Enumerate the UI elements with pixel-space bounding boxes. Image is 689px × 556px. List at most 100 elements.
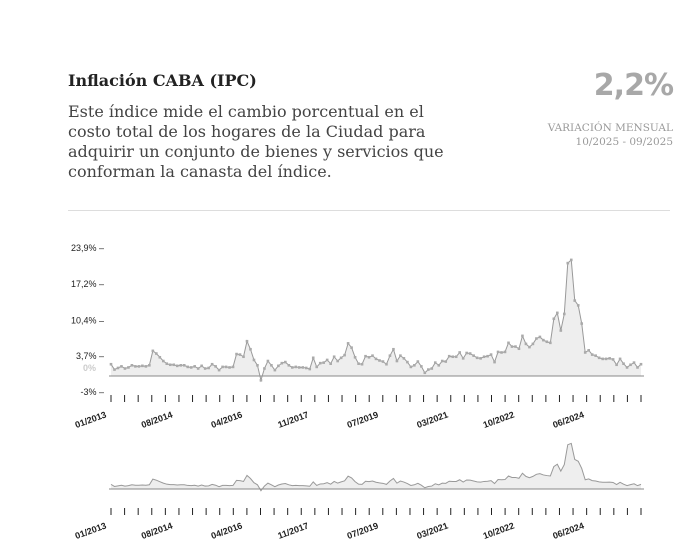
data-point (200, 364, 203, 368)
data-point (580, 322, 584, 325)
data-point (514, 345, 517, 348)
data-point (120, 365, 123, 368)
data-point (576, 304, 580, 307)
x-tick-label: 07/2019 (346, 409, 380, 430)
chart-title: Inflación CABA (IPC) (68, 71, 257, 90)
data-point (273, 368, 277, 372)
data-point (294, 365, 298, 369)
data-point (325, 358, 329, 362)
data-point (193, 365, 196, 368)
data-point (252, 358, 256, 362)
data-point (420, 365, 423, 368)
data-point (535, 337, 538, 340)
data-point (587, 349, 590, 352)
data-point (315, 365, 319, 369)
data-point (566, 261, 570, 265)
data-point (189, 366, 193, 369)
data-point (402, 357, 406, 360)
data-point (336, 359, 339, 363)
x-tick-label: 11/2017 (276, 409, 310, 429)
data-point (573, 299, 577, 302)
data-point (503, 350, 507, 354)
data-point (360, 362, 364, 366)
data-point (284, 360, 287, 364)
data-point (632, 361, 636, 364)
data-point (465, 351, 468, 355)
data-point (235, 352, 238, 356)
data-point (249, 347, 252, 351)
data-point (141, 364, 144, 368)
data-point (245, 339, 249, 343)
x-tick-label: 01/2013 (74, 409, 108, 430)
data-point (427, 368, 430, 371)
zero-label: 0% (83, 363, 96, 373)
data-point (608, 357, 611, 360)
data-point (482, 355, 486, 359)
data-point (388, 354, 392, 357)
data-point (339, 356, 343, 360)
data-point (625, 366, 629, 369)
data-point (433, 361, 437, 364)
data-point (217, 368, 221, 372)
data-point (430, 367, 434, 370)
data-point (256, 364, 259, 367)
data-point (287, 364, 291, 367)
data-point (259, 378, 263, 382)
data-point (549, 341, 552, 345)
data-point (472, 354, 475, 357)
data-point (196, 367, 200, 370)
series-line (110, 442, 642, 492)
x-tick-label: 08/2014 (140, 520, 174, 541)
data-point (364, 354, 367, 358)
data-point (353, 355, 357, 359)
data-point (308, 367, 312, 371)
data-point (385, 362, 388, 366)
data-point (583, 351, 587, 354)
x-tick-label: 10/2022 (482, 409, 516, 430)
y-tick-label: 17,2% – (71, 279, 104, 289)
data-point (399, 354, 402, 357)
data-point (531, 342, 535, 346)
x-tick-label: 10/2022 (482, 520, 516, 541)
data-point (444, 360, 448, 363)
x-tick-label: 04/2016 (210, 409, 244, 430)
y-tick-label: -3% – (80, 387, 104, 397)
data-point (231, 365, 235, 369)
data-point (392, 347, 395, 351)
data-point (406, 360, 409, 364)
data-point (162, 359, 165, 363)
data-point (597, 356, 601, 360)
data-point (155, 352, 158, 355)
data-point (123, 367, 127, 370)
data-point (556, 311, 559, 315)
data-point (493, 360, 496, 364)
data-point (622, 362, 625, 365)
data-point (175, 364, 179, 368)
data-point (611, 358, 615, 361)
data-point (486, 354, 489, 358)
data-point (528, 345, 531, 349)
data-point (332, 355, 336, 359)
data-point (277, 364, 280, 368)
data-point (639, 362, 643, 366)
value-label: VARIACIÓN MENSUAL (547, 122, 673, 134)
data-point (496, 350, 500, 354)
data-point (395, 359, 399, 363)
data-point (291, 366, 294, 369)
data-point (228, 366, 231, 369)
value-period: 10/2025 - 09/2025 (575, 136, 673, 148)
data-point (238, 353, 242, 356)
data-point (263, 367, 266, 370)
data-point (507, 341, 510, 345)
data-point (521, 334, 524, 338)
data-point (500, 351, 503, 354)
data-point (137, 365, 141, 368)
data-point (346, 342, 350, 345)
data-point (210, 362, 214, 366)
data-point (374, 357, 378, 361)
data-point (151, 349, 155, 353)
data-point (552, 317, 556, 321)
data-point (381, 360, 385, 363)
data-point (629, 363, 632, 367)
data-point (371, 354, 374, 357)
